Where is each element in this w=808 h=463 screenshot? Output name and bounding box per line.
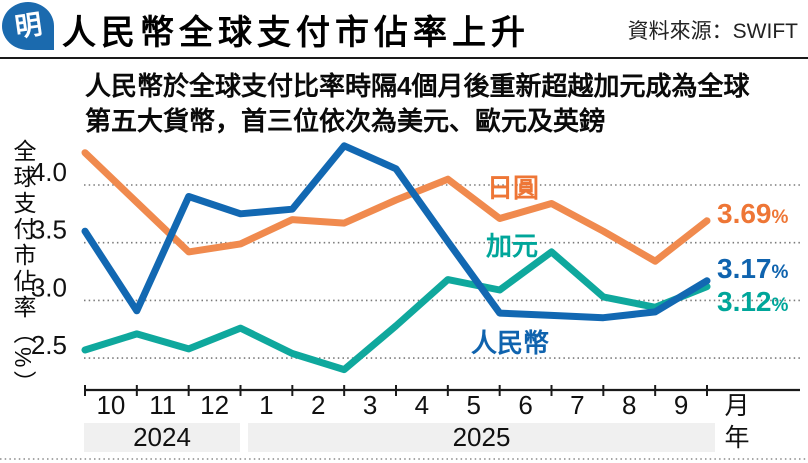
- month-label: 7: [570, 390, 584, 420]
- month-label: 10: [96, 390, 125, 420]
- header: 明 人民幣全球支付市佔率上升 資料來源：SWIFT: [0, 0, 808, 59]
- month-label: 2: [311, 390, 325, 420]
- series-label-cad: 加元: [486, 231, 538, 261]
- series-end-value-jpy: 3.69%: [717, 198, 789, 229]
- page-title: 人民幣全球支付市佔率上升: [62, 14, 530, 52]
- series-line-cad: [81, 248, 711, 374]
- series-line-jpy: [81, 149, 711, 265]
- subtitle-line-1: 人民幣於全球支付比率時隔4個月後重新超越加元成為全球: [85, 71, 750, 101]
- month-label: 12: [200, 390, 229, 420]
- month-label: 3: [363, 390, 377, 420]
- month-label: 4: [415, 390, 429, 420]
- y-tick-label: 3.5: [31, 215, 67, 245]
- y-tick-label: 3.0: [31, 272, 67, 302]
- year-label: 2024: [133, 422, 191, 452]
- month-label: 5: [467, 390, 481, 420]
- series-end-value-rmb: 3.17%: [717, 253, 789, 284]
- series-line-rmb: [81, 142, 711, 322]
- series-label-rmb: 人民幣: [471, 328, 549, 358]
- series-end-value-cad: 3.12%: [717, 286, 789, 317]
- series-label-jpy: 日圓: [487, 173, 539, 203]
- y-tick-label: 2.5: [31, 330, 67, 360]
- data-source: 資料來源：SWIFT: [627, 20, 798, 43]
- month-label: 11: [149, 390, 176, 420]
- year-unit-label: 年: [724, 424, 749, 452]
- subtitle: 人民幣於全球支付比率時隔4個月後重新超越加元成為全球 第五大貨幣，首三位依次為美…: [85, 69, 749, 139]
- month-label: 9: [674, 390, 688, 420]
- year-label: 2025: [453, 422, 511, 452]
- y-tick-label: 4.0: [31, 157, 67, 187]
- year-band: [248, 423, 715, 452]
- subtitle-line-2: 第五大貨幣，首三位依次為美元、歐元及英鎊: [85, 106, 606, 136]
- year-band: [84, 423, 240, 452]
- month-label: 1: [259, 390, 273, 420]
- month-label: 8: [622, 390, 636, 420]
- month-unit-label: 月: [724, 392, 749, 420]
- month-label: 6: [518, 390, 532, 420]
- mingpao-logo: 明: [2, 2, 54, 50]
- y-axis-title: 全球支付市佔率（%）: [10, 139, 36, 397]
